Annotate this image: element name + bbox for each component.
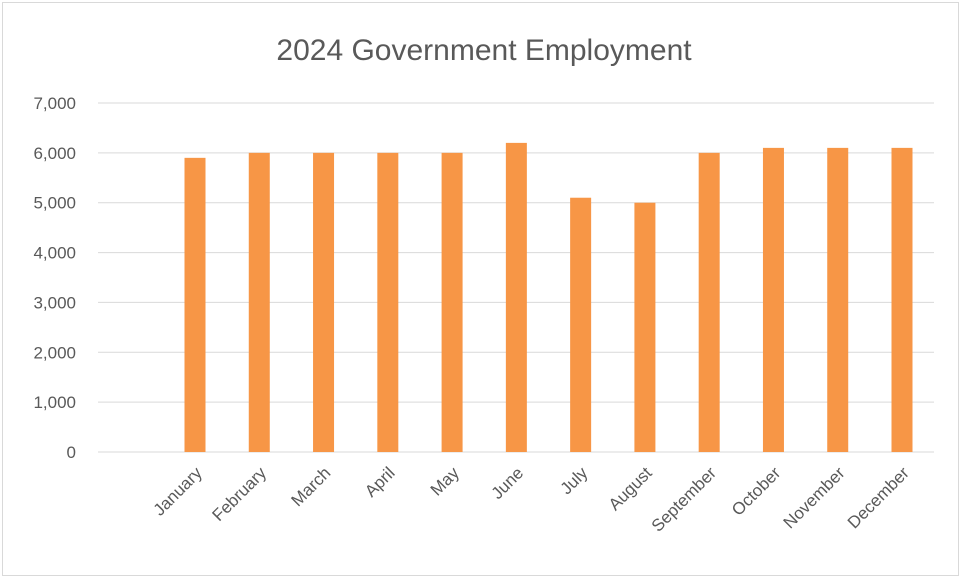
- x-tick-label: May: [427, 463, 463, 499]
- y-axis-ticks: 0 1,000 2,000 3,000 4,000 5,000 6,000 7,000: [33, 94, 76, 462]
- x-tick-label: October: [728, 463, 784, 519]
- x-tick-label: November: [780, 463, 849, 532]
- x-tick-label: March: [288, 463, 335, 510]
- x-tick-label: September: [648, 463, 720, 535]
- bar-march: [313, 152, 335, 452]
- y-tick-label: 0: [67, 443, 76, 462]
- bar-october: [762, 147, 784, 452]
- y-tick-label: 6,000: [33, 144, 76, 163]
- bar-september: [698, 152, 720, 452]
- y-tick-label: 3,000: [33, 293, 76, 312]
- bars: [184, 142, 913, 453]
- y-tick-label: 4,000: [33, 244, 76, 263]
- x-tick-label: June: [488, 463, 528, 503]
- x-tick-label: August: [605, 463, 656, 514]
- x-tick-label: July: [557, 463, 592, 498]
- bar-february: [248, 152, 270, 452]
- x-axis-ticks: January February March April May June July Augu…: [150, 463, 913, 536]
- chart-title: 2024 Government Employment: [276, 34, 692, 67]
- x-tick-label: April: [361, 463, 398, 500]
- y-tick-label: 7,000: [33, 94, 76, 113]
- bar-november: [827, 147, 849, 452]
- y-tick-label: 2,000: [33, 343, 76, 362]
- bar-april: [377, 152, 399, 452]
- x-tick-label: February: [209, 463, 271, 525]
- bar-december: [891, 147, 913, 452]
- bar-july: [570, 197, 592, 452]
- y-tick-label: 1,000: [33, 393, 76, 412]
- bar-june: [505, 142, 527, 452]
- x-tick-label: January: [150, 463, 207, 520]
- x-tick-label: December: [844, 463, 913, 532]
- y-tick-label: 5,000: [33, 194, 76, 213]
- bar-may: [441, 152, 463, 452]
- bar-january: [184, 157, 206, 453]
- bar-august: [634, 202, 656, 452]
